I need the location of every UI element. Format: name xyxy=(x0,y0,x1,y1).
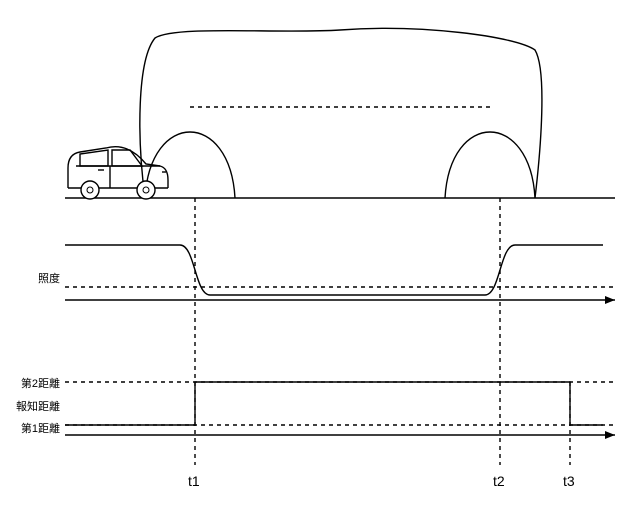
figure-container: 照度 第2距離 報知距離 第1距離 t1 t2 t3 xyxy=(0,0,640,511)
label-distance-2: 第2距離 xyxy=(4,375,60,391)
time-label-t2: t2 xyxy=(493,473,505,489)
time-label-t1: t1 xyxy=(188,473,200,489)
label-distance-1: 第1距離 xyxy=(4,420,60,436)
label-notify-distance: 報知距離 xyxy=(0,398,60,414)
diagram-svg xyxy=(0,0,640,511)
label-illuminance: 照度 xyxy=(12,270,60,286)
time-label-t3: t3 xyxy=(563,473,575,489)
